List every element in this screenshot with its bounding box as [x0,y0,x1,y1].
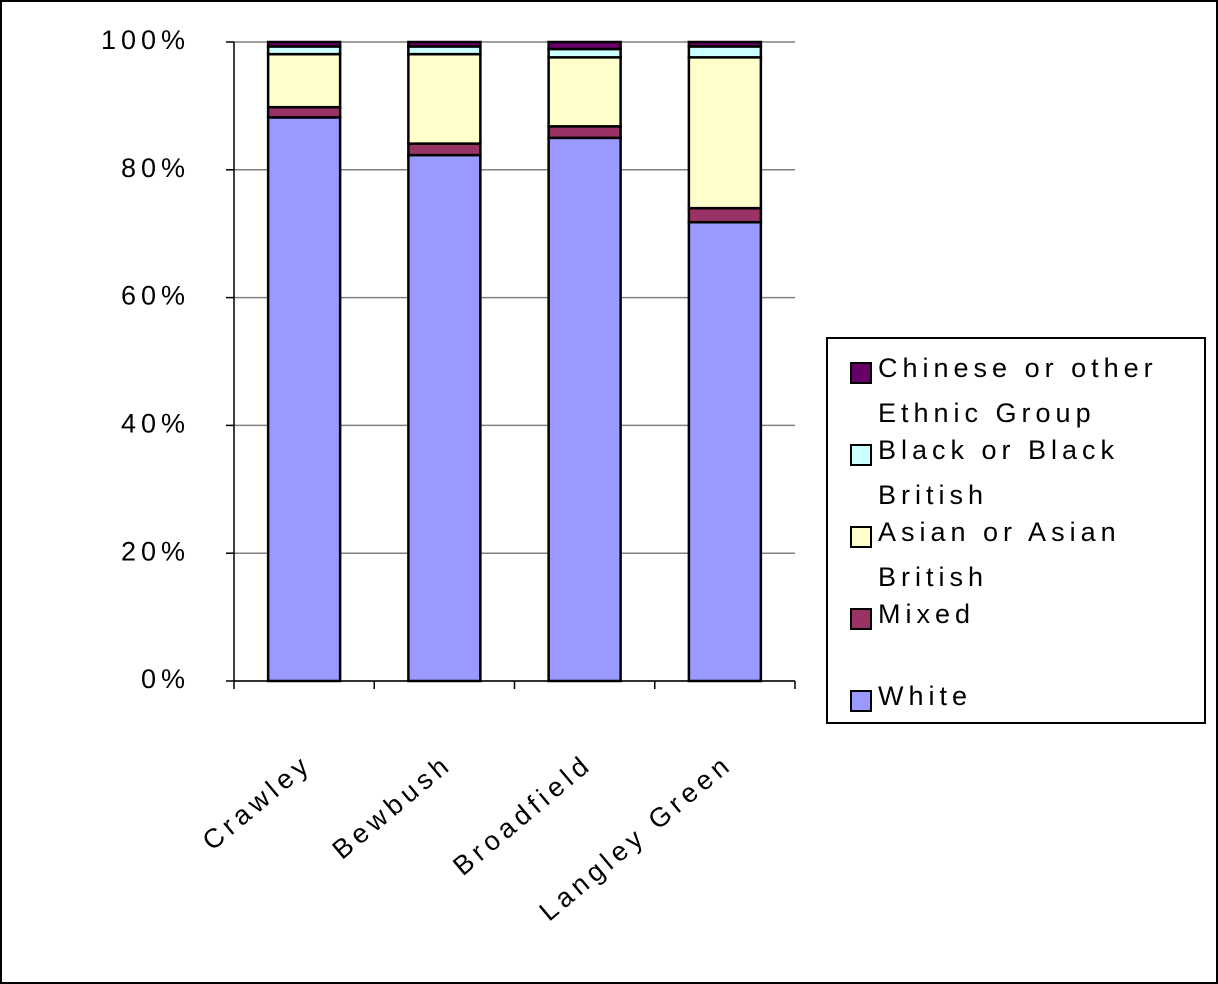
bar-segment [266,52,342,109]
legend-swatch [850,690,872,712]
y-tick-label: 80% [121,153,190,183]
bar-segment [266,105,342,119]
bar-segment [687,206,763,224]
bar-segment [687,45,763,59]
legend-item: Mixed [850,598,1200,637]
bar-segment [407,52,482,145]
legend-item: Black or Black British [850,434,1200,518]
legend-swatch [850,362,872,384]
bar-segment [547,136,622,683]
y-tick-label: 0% [141,664,190,694]
legend-label: Black or Black British [878,435,1120,510]
legend-item: Asian or Asian British [850,516,1200,600]
legend-label: Mixed [878,599,976,629]
legend-swatch [850,444,872,466]
y-tick-label: 100% [101,25,190,55]
legend-item: White [850,680,1200,719]
legend-box [826,337,1206,724]
y-tick-label: 20% [121,536,190,566]
bar-segment [407,142,482,157]
bar-segment [687,40,763,48]
bar-segment [407,40,482,48]
legend-swatch [850,608,872,630]
bar-segment [407,153,482,683]
bar-segment [547,56,622,128]
bar-segment [687,56,763,210]
legend-item: Chinese or other Ethnic Group [850,352,1200,436]
y-tick-label: 40% [121,409,190,439]
bar-segment [266,116,342,683]
bar-segment [547,40,622,51]
bar-segment [547,125,622,140]
legend-label: Asian or Asian British [878,517,1121,592]
legend-swatch [850,526,872,548]
legend-label: Chinese or other Ethnic Group [878,353,1158,428]
legend-label: White [878,681,973,711]
bar-segment [266,40,342,48]
bar-segment [687,220,763,683]
y-tick-label: 60% [121,281,190,311]
